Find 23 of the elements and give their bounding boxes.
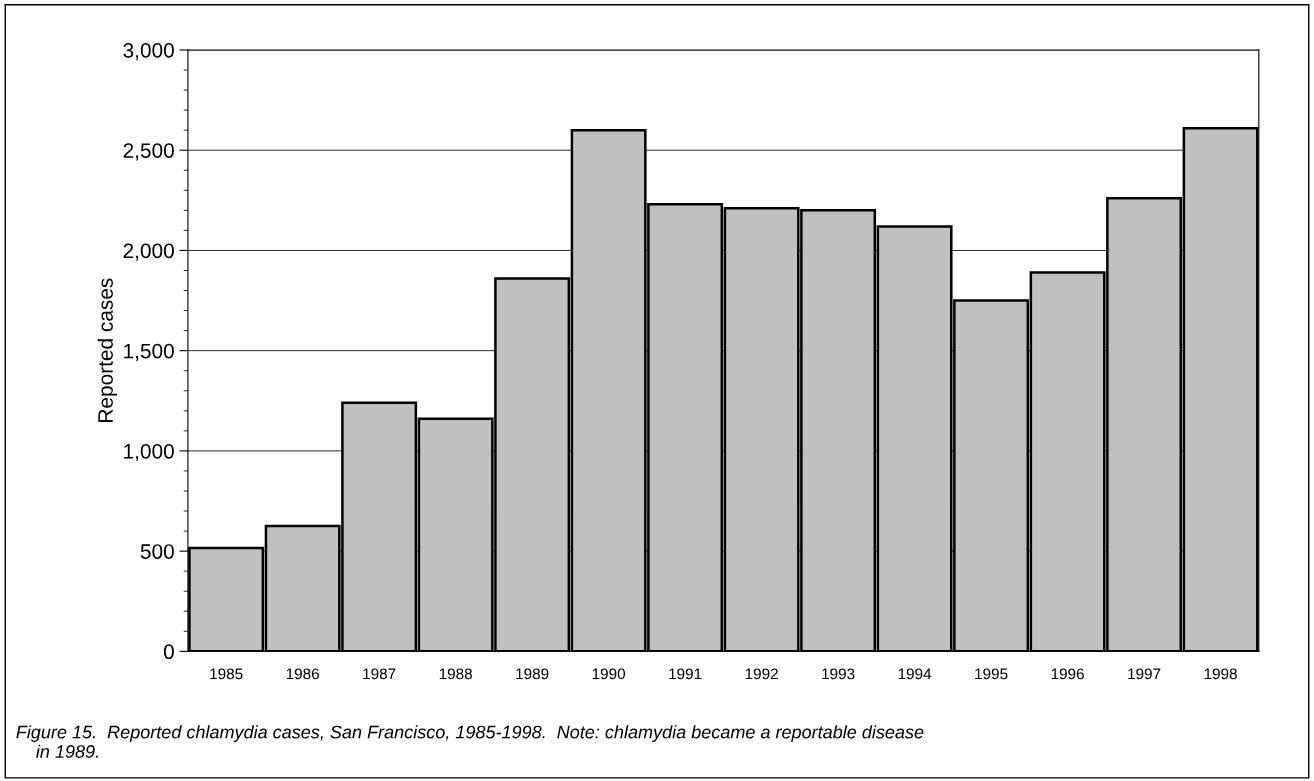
caption: Figure 15. Reported chlamydia cases, San Francisco, 1985-1998. Note: chlamydia became a reportable disease in 1989. [16,725,924,758]
x-tick-label: 1995 [975,668,1008,680]
x-tick-label: 1991 [669,668,702,680]
y-tick-label: 2,500 [123,143,174,161]
x-tick-label: 1994 [898,668,932,680]
y-axis-title: Reported cases [97,278,118,422]
x-tick-label: 1986 [286,668,319,680]
y-tick-label: 1,500 [124,343,174,361]
x-tick-label: 1996 [1051,668,1084,680]
y-tick-label: 0 [163,644,174,660]
y-tick-label: 3,000 [123,42,174,61]
x-tick-label: 1989 [516,668,549,680]
x-tick-label: 1997 [1128,668,1161,680]
x-tick-label: 1993 [822,668,855,680]
y-tick-label: 500 [140,544,174,559]
x-tick-label: 1990 [592,668,626,680]
x-tick-label: 1985 [210,668,243,680]
x-tick-label: 1998 [1204,668,1237,680]
x-tick-label: 1987 [363,668,396,680]
y-tick-label: 2,000 [123,243,174,261]
x-tick-label: 1992 [745,668,778,680]
x-tick-label: 1988 [439,668,472,680]
y-tick-label: 1,000 [124,443,174,462]
